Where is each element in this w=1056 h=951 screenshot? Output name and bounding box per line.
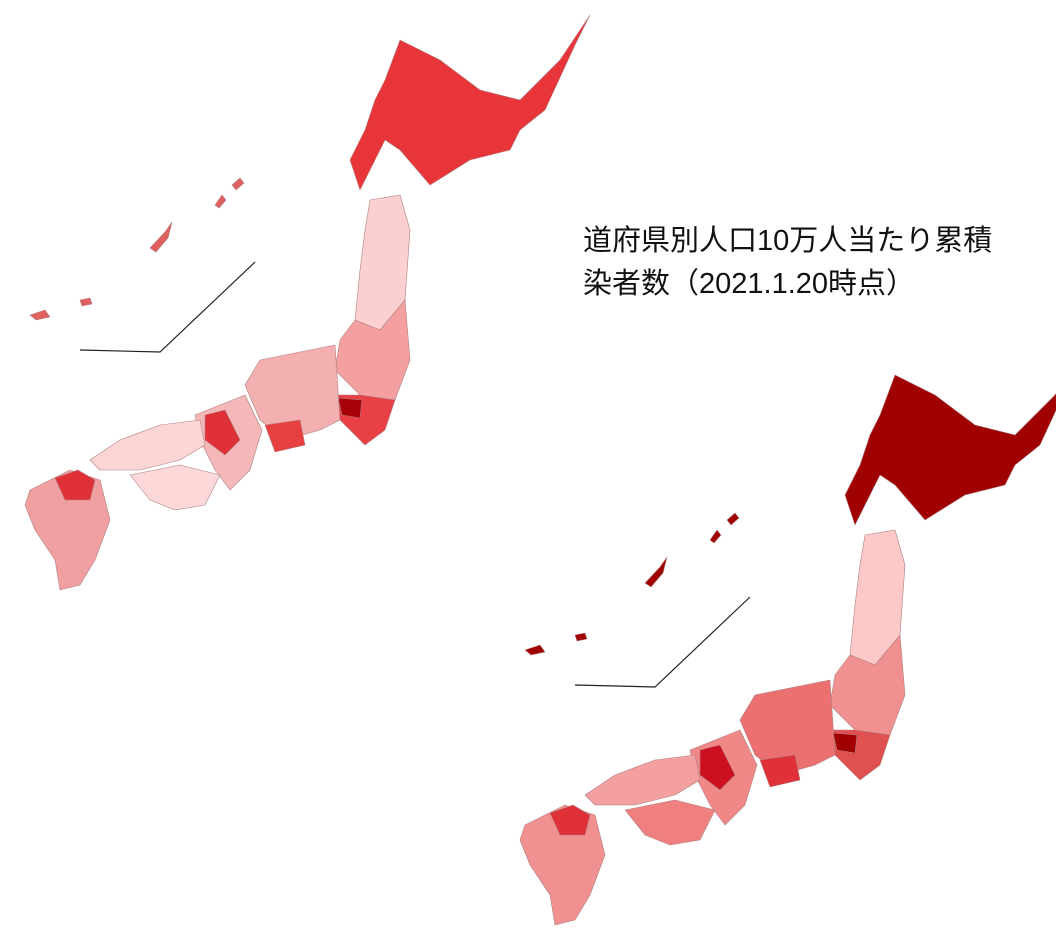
map-title-line: 道府県別人口10万人当たり累積 — [583, 224, 992, 257]
map-before — [24, 14, 591, 591]
map-after — [519, 349, 1056, 926]
map-title-line: 染者数（2021.1.20時点） — [583, 267, 915, 300]
